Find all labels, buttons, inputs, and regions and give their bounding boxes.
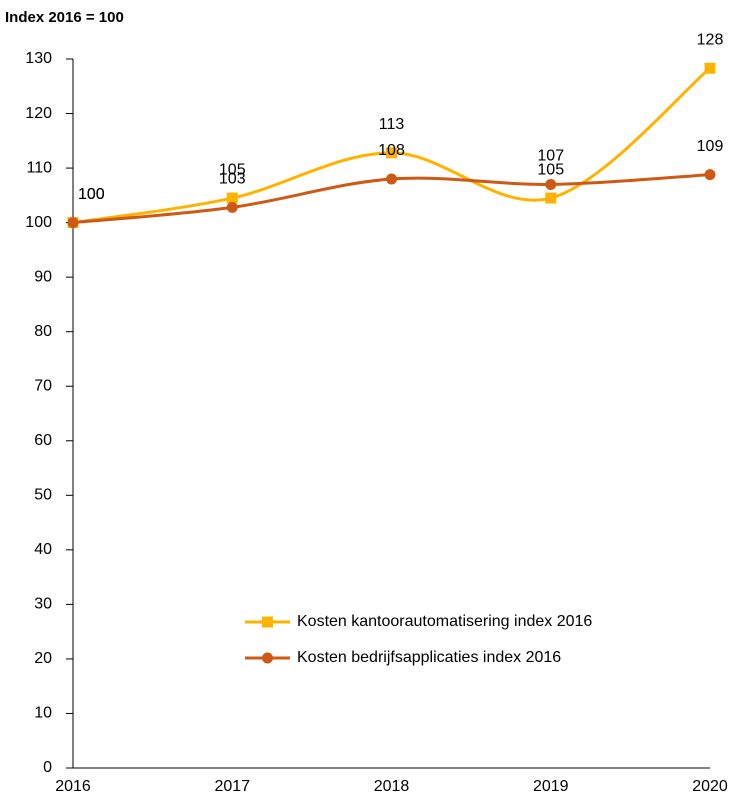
data-label: 105 xyxy=(219,161,246,178)
marker xyxy=(67,217,79,229)
y-tick-label: 70 xyxy=(34,377,52,394)
y-tick-label: 30 xyxy=(34,596,52,613)
marker xyxy=(386,147,397,159)
x-tick-label: 2020 xyxy=(692,778,728,795)
y-tick-label: 120 xyxy=(25,105,52,122)
legend-label: Kosten bedrijfsapplicaties index 2016 xyxy=(297,649,561,666)
marker xyxy=(226,201,238,213)
y-tick-label: 60 xyxy=(34,432,52,449)
x-tick-label: 2016 xyxy=(55,778,91,795)
data-label: 103 xyxy=(219,171,246,188)
data-label: 108 xyxy=(378,142,405,159)
x-tick-label: 2019 xyxy=(533,778,569,795)
y-tick-label: 0 xyxy=(43,759,52,776)
y-tick-label: 20 xyxy=(34,650,52,667)
data-label: 105 xyxy=(537,161,564,178)
marker xyxy=(262,616,273,628)
y-tick-label: 130 xyxy=(25,50,52,67)
marker xyxy=(704,169,716,181)
legend-label: Kosten kantoorautomatisering index 2016 xyxy=(297,613,592,630)
marker xyxy=(262,652,273,664)
marker xyxy=(545,192,557,204)
y-tick-label: 90 xyxy=(34,268,52,285)
marker xyxy=(226,192,238,204)
x-tick-label: 2017 xyxy=(214,778,250,795)
y-tick-label: 80 xyxy=(34,323,52,340)
marker xyxy=(704,62,716,74)
y-tick-label: 10 xyxy=(34,705,52,722)
marker xyxy=(386,173,397,185)
marker xyxy=(545,178,557,190)
y-tick-label: 50 xyxy=(34,487,52,504)
y-tick-label: 40 xyxy=(34,541,52,558)
data-label: 107 xyxy=(537,148,564,165)
data-label: 100 xyxy=(78,186,105,203)
y-axis-title: Index 2016 = 100 xyxy=(5,9,124,26)
y-tick-label: 100 xyxy=(25,214,52,231)
data-label: 128 xyxy=(697,31,724,48)
data-label: 113 xyxy=(379,116,405,133)
y-tick-label: 110 xyxy=(26,159,52,176)
x-tick-label: 2018 xyxy=(374,778,410,795)
data-label: 109 xyxy=(697,138,724,155)
data-label: 100 xyxy=(78,186,105,203)
